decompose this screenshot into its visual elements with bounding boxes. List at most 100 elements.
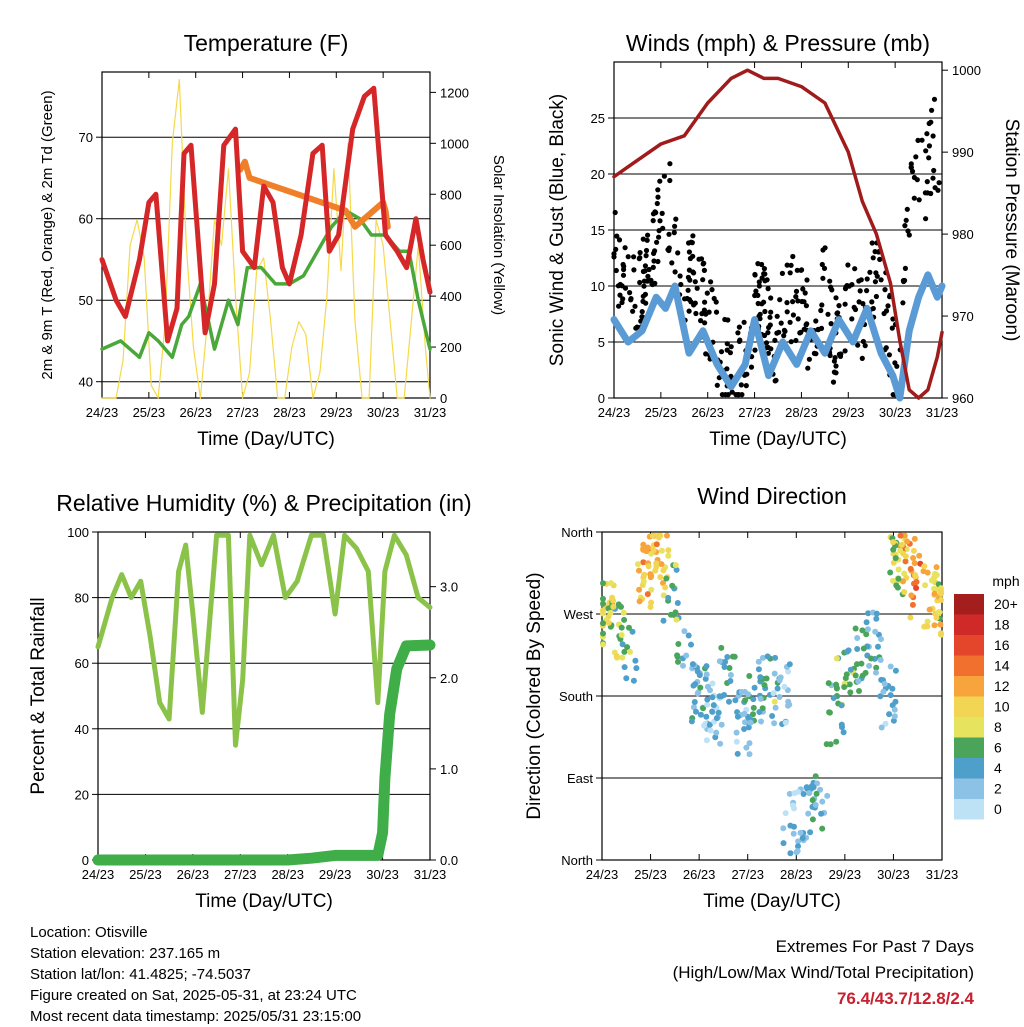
direction-point — [838, 702, 845, 709]
direction-point — [911, 535, 918, 542]
y-tick-label: 80 — [75, 591, 89, 606]
station-info: Location: Otisville Station elevation: 2… — [30, 922, 361, 1027]
gust-point — [627, 290, 633, 296]
direction-point — [640, 578, 647, 585]
legend-swatch — [954, 717, 984, 738]
gust-point — [911, 195, 917, 201]
gust-point — [657, 178, 663, 184]
gust-point — [728, 344, 734, 350]
direction-point — [910, 547, 917, 554]
gust-point — [902, 223, 908, 229]
x-tick-label: 29/23 — [829, 867, 862, 882]
direction-point — [629, 628, 636, 635]
gust-point — [790, 299, 796, 305]
direction-point — [635, 561, 641, 568]
direction-point — [803, 784, 810, 791]
gust-point — [640, 236, 646, 242]
direction-point — [741, 688, 748, 695]
x-tick-label: 30/23 — [367, 405, 400, 420]
gust-point — [931, 167, 937, 174]
pressure-line — [612, 68, 944, 400]
gust-point — [903, 217, 909, 223]
gust-point — [613, 246, 619, 252]
direction-point — [704, 696, 711, 703]
direction-point — [887, 663, 894, 670]
direction-point — [924, 623, 931, 630]
gust-point — [905, 228, 911, 234]
gust-point — [645, 273, 651, 279]
y-tick-label: 15 — [591, 223, 605, 238]
gust-point — [641, 278, 648, 284]
gust-point — [752, 271, 758, 278]
y-axis-label: 2m & 9m T (Red, Orange) & 2m Td (Green) — [39, 90, 56, 379]
direction-point — [790, 830, 797, 837]
gust-point — [837, 353, 844, 359]
y-tick-label: 60 — [79, 212, 93, 227]
gust-point — [767, 314, 773, 320]
direction-point — [607, 609, 614, 616]
gust-point — [753, 288, 759, 294]
x-tick-label: 25/23 — [645, 405, 678, 420]
direction-point — [709, 694, 716, 701]
gust-point — [655, 258, 661, 265]
direction-point — [938, 630, 944, 637]
direction-point — [688, 641, 694, 648]
gust-point — [690, 269, 696, 275]
direction-point — [818, 810, 825, 817]
gust-point — [637, 250, 643, 256]
gust-point — [644, 237, 650, 243]
direction-point — [726, 665, 733, 671]
direction-point — [807, 829, 814, 836]
direction-point — [701, 722, 707, 729]
gust-point — [799, 267, 805, 273]
gust-point — [926, 155, 932, 161]
gust-point — [659, 210, 665, 216]
gust-point — [778, 320, 784, 326]
direction-point — [704, 683, 711, 690]
direction-point — [681, 628, 688, 635]
y-axis-label: Percent & Total Rainfall — [28, 597, 49, 794]
gust-point — [782, 328, 788, 334]
direction-point — [610, 603, 617, 610]
direction-point — [683, 652, 690, 659]
x-tick-label: 25/23 — [133, 405, 166, 420]
dewpoint-line — [100, 208, 432, 360]
gust-point — [836, 303, 842, 309]
gust-point — [738, 382, 744, 388]
x-tick-label: 25/23 — [634, 867, 667, 882]
direction-point — [665, 552, 672, 559]
gust-point — [781, 333, 787, 339]
direction-point — [890, 559, 897, 566]
gust-point — [759, 261, 765, 268]
gust-point — [631, 267, 637, 273]
y2-tick-label: 800 — [440, 187, 462, 202]
direction-point — [913, 579, 920, 585]
gust-point — [652, 248, 658, 254]
direction-point — [630, 677, 637, 684]
gust-point — [908, 161, 914, 167]
gust-point — [767, 322, 773, 328]
direction-point — [855, 678, 862, 685]
gust-point — [616, 303, 622, 309]
direction-point — [786, 661, 793, 668]
gust-point — [628, 297, 634, 303]
gust-point — [756, 283, 763, 289]
gust-point — [777, 297, 783, 303]
direction-point — [935, 609, 942, 616]
legend-label: 2 — [994, 781, 1002, 797]
direction-point — [890, 539, 897, 546]
direction-point — [717, 740, 724, 747]
x-tick-label: 28/23 — [273, 405, 306, 420]
direction-point — [660, 567, 667, 574]
direction-point — [675, 658, 681, 665]
x-tick-label: 26/23 — [691, 405, 724, 420]
gust-point — [787, 319, 793, 325]
gust-point — [890, 392, 896, 398]
gust-point — [702, 299, 708, 305]
gust-point — [688, 239, 694, 245]
direction-point — [692, 681, 699, 688]
direction-point — [613, 653, 620, 660]
x-tick-label: 27/23 — [224, 867, 257, 882]
gust-point — [784, 309, 790, 315]
direction-point — [776, 677, 783, 684]
